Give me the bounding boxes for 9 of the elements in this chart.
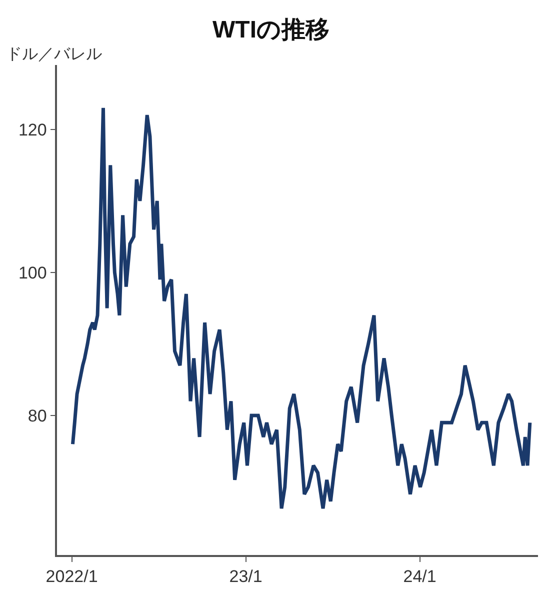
line-series <box>70 106 532 510</box>
y-axis-title: ドル／バレル <box>6 46 102 63</box>
x-tick-label: 24/1 <box>403 567 436 586</box>
y-tick-label: 100 <box>18 263 47 282</box>
y-tick-label: 120 <box>18 120 47 140</box>
x-tick-label: 23/1 <box>229 567 262 586</box>
chart-title: WTIの推移 <box>212 16 330 44</box>
y-tick-label: 80 <box>28 406 47 426</box>
x-tick-label: 2022/1 <box>46 567 98 586</box>
